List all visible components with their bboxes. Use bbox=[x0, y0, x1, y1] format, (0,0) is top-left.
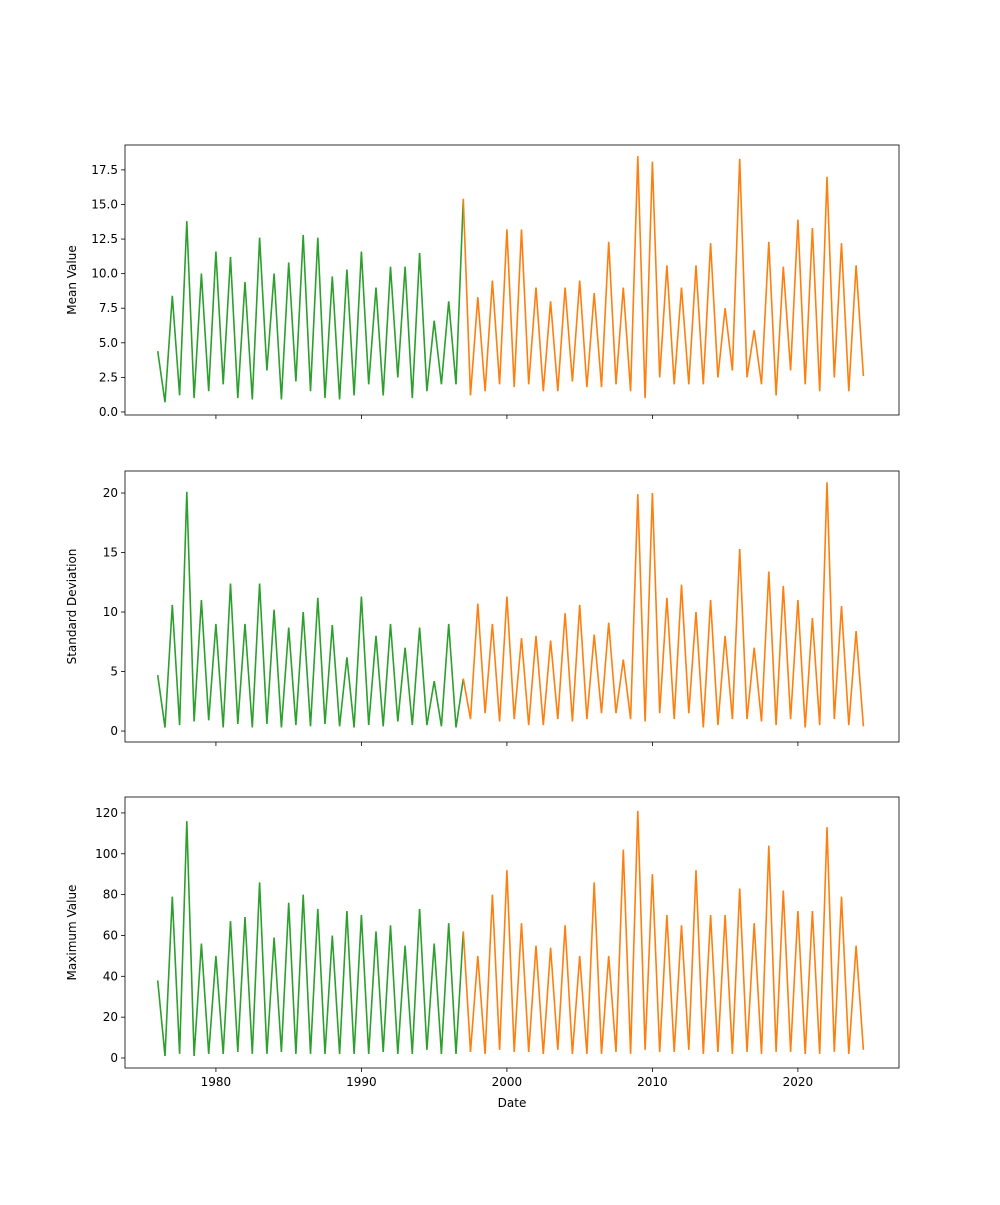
y-axis-label: Mean Value bbox=[65, 245, 79, 314]
y-tick-label: 20 bbox=[103, 1010, 118, 1024]
series-line-first bbox=[156, 491, 465, 728]
y-tick-label: 10 bbox=[103, 605, 118, 619]
y-tick-label: 2.5 bbox=[99, 370, 118, 384]
y-tick-label: 15 bbox=[103, 546, 118, 560]
y-tick-label: 5 bbox=[110, 665, 118, 679]
axes-frame bbox=[124, 470, 900, 743]
y-tick-label: 7.5 bbox=[99, 301, 118, 315]
y-tick-label: 0 bbox=[110, 724, 118, 738]
series-line-first bbox=[156, 821, 465, 1057]
y-tick-label: 40 bbox=[103, 969, 118, 983]
y-tick-label: 17.5 bbox=[91, 163, 118, 177]
series-line-second bbox=[462, 156, 865, 399]
series-line-first bbox=[156, 198, 465, 403]
y-tick-label: 120 bbox=[95, 806, 118, 820]
y-axis-label: Maximum Value bbox=[65, 885, 79, 981]
y-tick-label: 0.0 bbox=[99, 405, 118, 419]
y-tick-label: 20 bbox=[103, 486, 118, 500]
series-line-second bbox=[462, 482, 865, 728]
x-axis-label: Date bbox=[497, 1096, 527, 1110]
x-tick-label: 1980 bbox=[201, 1075, 232, 1089]
y-tick-label: 0 bbox=[110, 1051, 118, 1065]
x-tick-label: 2010 bbox=[637, 1075, 668, 1089]
y-axis-label: Standard Deviation bbox=[65, 549, 79, 665]
y-tick-label: 15.0 bbox=[91, 197, 118, 211]
y-tick-label: 12.5 bbox=[91, 232, 118, 246]
y-tick-label: 5.0 bbox=[99, 336, 118, 350]
y-tick-label: 80 bbox=[103, 888, 118, 902]
x-tick-label: 2000 bbox=[492, 1075, 523, 1089]
x-tick-label: 1990 bbox=[346, 1075, 377, 1089]
y-tick-label: 100 bbox=[95, 847, 118, 861]
x-tick-label: 2020 bbox=[783, 1075, 814, 1089]
series-line-second bbox=[462, 810, 865, 1054]
axes-frame bbox=[124, 796, 900, 1069]
axes-frame bbox=[124, 144, 900, 416]
y-tick-label: 60 bbox=[103, 928, 118, 942]
y-tick-label: 10.0 bbox=[91, 267, 118, 281]
